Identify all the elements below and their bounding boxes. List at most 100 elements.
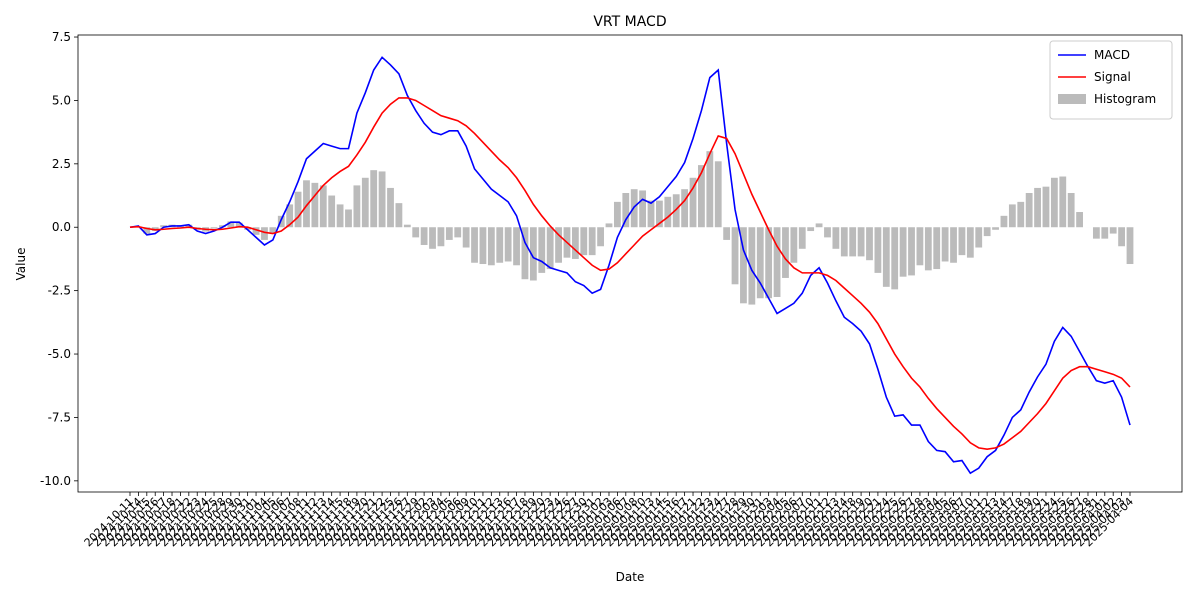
- histogram-bar: [1076, 212, 1083, 228]
- y-tick-label: 5.0: [52, 93, 71, 107]
- histogram-bar: [471, 227, 478, 263]
- histogram-bar: [731, 227, 739, 285]
- histogram-bar: [1008, 204, 1016, 228]
- histogram-bar: [210, 227, 218, 229]
- histogram-bar: [513, 227, 520, 266]
- histogram-bar: [857, 227, 865, 257]
- histogram-bar: [824, 227, 831, 238]
- histogram-bar: [219, 225, 226, 228]
- histogram-bar: [849, 227, 857, 257]
- y-tick-label: -10.0: [40, 474, 71, 488]
- histogram-bar: [227, 221, 235, 228]
- histogram-bar: [597, 227, 604, 247]
- histogram-bar: [261, 227, 268, 240]
- histogram-bar: [303, 180, 310, 228]
- histogram-bar: [412, 227, 420, 238]
- histogram-bar: [328, 195, 336, 228]
- histogram-bar: [403, 224, 411, 228]
- histogram-bar: [479, 227, 487, 265]
- histogram-bar: [773, 227, 781, 297]
- histogram-bar: [1050, 177, 1058, 228]
- histogram-bar: [924, 227, 932, 271]
- histogram-bar: [756, 227, 764, 299]
- y-tick-label: -5.0: [48, 347, 71, 361]
- histogram-bar: [252, 227, 260, 235]
- histogram-bar: [429, 227, 436, 249]
- histogram-bar: [244, 227, 252, 230]
- y-tick-label: -2.5: [48, 284, 71, 298]
- chart-title: VRT MACD: [593, 14, 666, 30]
- histogram-bar: [454, 227, 462, 238]
- histogram-bar: [698, 165, 705, 228]
- histogram-bar: [975, 227, 983, 248]
- histogram-bar: [966, 227, 974, 258]
- histogram-bar: [538, 227, 546, 273]
- histogram-bar: [647, 200, 655, 228]
- legend-label: Histogram: [1094, 92, 1156, 106]
- histogram-bar: [504, 227, 512, 262]
- histogram-bar: [311, 182, 319, 228]
- histogram-bar: [908, 227, 915, 276]
- histogram-bar: [1034, 187, 1041, 228]
- histogram-bar: [546, 227, 554, 270]
- histogram-bar: [639, 190, 647, 228]
- histogram-bar: [681, 189, 689, 228]
- y-tick-label: 2.5: [52, 157, 71, 171]
- histogram-bar: [1126, 227, 1134, 265]
- histogram-bar: [941, 227, 949, 262]
- histogram-bar: [387, 187, 394, 228]
- histogram-bar: [521, 227, 529, 280]
- histogram-bar: [370, 170, 378, 228]
- histogram-bar: [891, 227, 899, 290]
- histogram-bar: [353, 185, 361, 228]
- macd-line: [129, 56, 1131, 475]
- histogram-bar: [395, 203, 403, 228]
- histogram-bar: [807, 227, 815, 232]
- histogram-bar: [445, 227, 453, 240]
- histogram-bar: [748, 227, 756, 305]
- histogram-bar: [958, 227, 966, 256]
- histogram-bar: [916, 227, 924, 266]
- plot-frame: [77, 34, 1183, 493]
- histogram-bar: [714, 161, 722, 228]
- histogram-bar: [874, 227, 882, 273]
- histogram-bar: [782, 227, 789, 278]
- histogram-bar: [622, 192, 630, 228]
- histogram-bar: [378, 171, 386, 228]
- histogram-bar: [1101, 227, 1109, 239]
- y-tick-label: -7.5: [48, 410, 71, 424]
- legend-label: MACD: [1094, 48, 1130, 62]
- histogram-bar: [286, 204, 294, 228]
- histogram-bar: [815, 223, 823, 228]
- histogram-bar: [1067, 192, 1075, 228]
- histogram-bar: [866, 227, 873, 261]
- histogram-bar: [294, 191, 302, 228]
- histogram-bar: [269, 227, 277, 234]
- histogram-bar: [790, 227, 798, 263]
- histogram-bar: [336, 204, 344, 228]
- histogram-bar: [723, 227, 731, 240]
- histogram-bar: [992, 227, 999, 230]
- histogram-bar: [882, 227, 890, 287]
- histogram-bar: [185, 224, 193, 228]
- histogram-bar: [160, 225, 168, 228]
- histogram-bar: [143, 227, 151, 234]
- histogram-bar: [1017, 201, 1025, 228]
- legend-swatch: [1058, 94, 1086, 104]
- signal-line: [129, 97, 1131, 450]
- histogram-bar: [613, 201, 621, 228]
- histogram-bar: [706, 151, 714, 228]
- histogram-bar: [950, 227, 957, 263]
- legend-label: Signal: [1094, 70, 1131, 84]
- histogram-bar: [1042, 186, 1050, 228]
- y-tick-label: 7.5: [52, 30, 71, 44]
- histogram-bar: [1092, 227, 1100, 239]
- histogram-bar: [1059, 176, 1067, 228]
- histogram-bar: [496, 227, 504, 263]
- y-axis-label: Value: [14, 248, 28, 281]
- histogram-bar: [555, 227, 562, 263]
- histogram-bar: [588, 227, 596, 256]
- histogram-bar: [235, 222, 243, 228]
- histogram-bar: [1000, 215, 1008, 228]
